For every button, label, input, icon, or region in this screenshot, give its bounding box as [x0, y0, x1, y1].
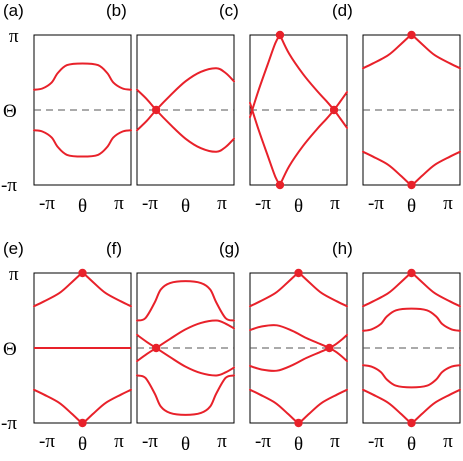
panel-g: (g) -π θ π — [219, 239, 348, 455]
band-curve-3 — [278, 34, 348, 129]
x-tick-minus-pi: -π — [255, 193, 271, 214]
degeneracy-point — [275, 30, 285, 40]
panel-label: (h) — [332, 239, 353, 258]
degeneracy-point — [151, 343, 161, 353]
band-curve-4 — [362, 364, 461, 389]
y-tick-minus-pi: -π — [1, 413, 17, 434]
degeneracy-point — [78, 418, 87, 428]
band-curve-1 — [249, 34, 281, 119]
y-tick-minus-pi: -π — [1, 175, 17, 196]
degeneracy-point — [151, 105, 161, 115]
band-curve-1 — [362, 33, 461, 70]
band-curve-2 — [249, 101, 281, 186]
panel-e: (e) π Θ -π -π θ π — [1, 239, 132, 455]
band-curve-2 — [136, 67, 235, 132]
y-tick-theta: Θ — [3, 339, 17, 360]
degeneracy-point — [325, 343, 334, 353]
degeneracy-point — [78, 268, 87, 278]
panel-label: (b) — [106, 1, 127, 20]
x-tick-pi: π — [330, 431, 340, 452]
x-axis-theta: θ — [407, 196, 416, 217]
band-curve-4 — [136, 319, 235, 363]
x-axis-theta: θ — [407, 434, 416, 455]
panel-label: (a) — [3, 1, 24, 20]
degeneracy-point — [407, 180, 416, 190]
band-curve-4 — [278, 91, 348, 186]
panel-label: (f) — [106, 239, 122, 258]
panel-b: (b) -π θ π — [106, 1, 235, 217]
band-curve-3 — [136, 333, 235, 377]
panel-h: (h) -π θ π — [332, 239, 461, 455]
band-curve-1 — [33, 62, 132, 91]
x-tick-pi: π — [114, 193, 124, 214]
panel-a: (a) π Θ -π -π θ π — [1, 1, 132, 217]
y-tick-pi: π — [9, 264, 19, 285]
degeneracy-point — [407, 268, 416, 278]
x-tick-pi: π — [443, 193, 453, 214]
band-curve-1 — [249, 271, 348, 308]
band-curve-2 — [362, 150, 461, 187]
degeneracy-point — [329, 105, 339, 115]
band-curve-2 — [33, 388, 132, 425]
degeneracy-point — [407, 418, 416, 428]
x-axis-theta: θ — [294, 434, 303, 455]
panel-c: (c) -π θ π — [219, 1, 348, 217]
panel-label: (d) — [332, 1, 353, 20]
band-curve-2 — [249, 388, 348, 425]
panel-d: (d) -π θ π — [332, 1, 461, 217]
x-tick-minus-pi: -π — [368, 193, 384, 214]
x-axis-theta: θ — [78, 434, 87, 455]
y-tick-pi: π — [9, 26, 19, 47]
x-axis-theta: θ — [181, 434, 190, 455]
degeneracy-point — [275, 180, 285, 190]
x-tick-minus-pi: -π — [142, 193, 158, 214]
band-curve-1 — [136, 88, 235, 153]
degeneracy-point — [407, 30, 416, 40]
band-curve-2 — [33, 129, 132, 158]
band-curve-1 — [33, 271, 132, 308]
band-curve-2 — [362, 388, 461, 425]
x-axis-theta: θ — [78, 196, 87, 217]
x-tick-pi: π — [443, 431, 453, 452]
band-curve-2 — [136, 374, 235, 416]
x-tick-minus-pi: -π — [39, 193, 55, 214]
band-curve-3 — [362, 307, 461, 332]
x-tick-minus-pi: -π — [39, 431, 55, 452]
band-curve-4 — [249, 333, 348, 372]
x-tick-minus-pi: -π — [142, 431, 158, 452]
degeneracy-point — [294, 268, 303, 278]
x-tick-pi: π — [114, 431, 124, 452]
x-tick-pi: π — [217, 431, 227, 452]
x-tick-pi: π — [330, 193, 340, 214]
x-tick-minus-pi: -π — [255, 431, 271, 452]
band-curve-1 — [362, 271, 461, 308]
x-axis-theta: θ — [181, 196, 190, 217]
degeneracy-point — [294, 418, 303, 428]
y-tick-theta: Θ — [3, 101, 17, 122]
x-axis-theta: θ — [294, 196, 303, 217]
x-tick-minus-pi: -π — [368, 431, 384, 452]
band-curve-1 — [136, 280, 235, 322]
panel-label: (g) — [219, 239, 240, 258]
band-curve-3 — [249, 324, 348, 363]
panel-label: (c) — [219, 1, 239, 20]
x-tick-pi: π — [217, 193, 227, 214]
panel-f: (f) -π θ π — [106, 239, 235, 455]
panel-label: (e) — [3, 239, 24, 258]
